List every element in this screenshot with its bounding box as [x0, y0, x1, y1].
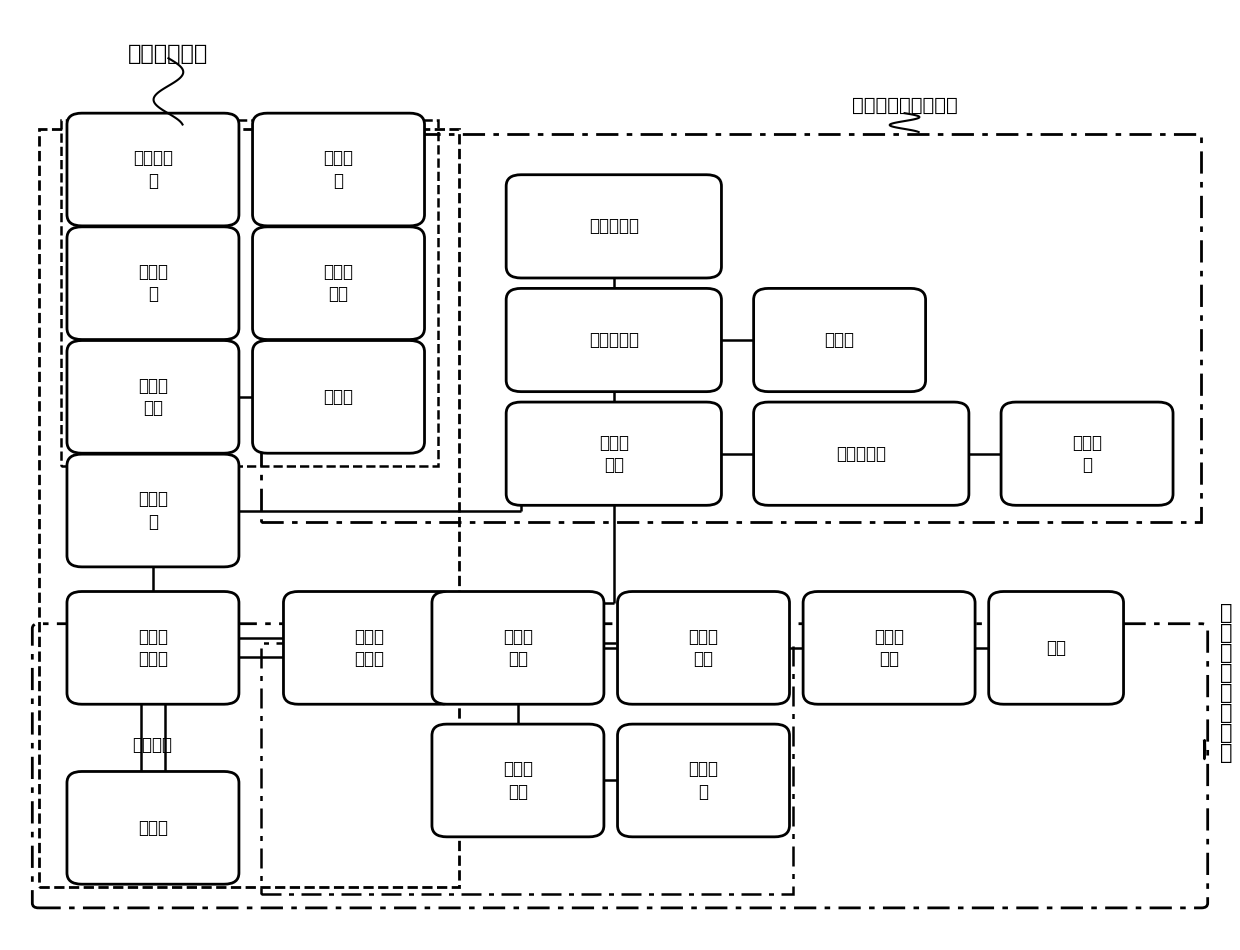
FancyBboxPatch shape: [253, 113, 424, 226]
FancyBboxPatch shape: [67, 592, 239, 704]
Text: 待测镜头: 待测镜头: [133, 736, 172, 754]
FancyBboxPatch shape: [618, 724, 790, 837]
Text: 第二分
束镜: 第二分 束镜: [138, 377, 167, 417]
FancyBboxPatch shape: [506, 402, 722, 505]
FancyBboxPatch shape: [253, 340, 424, 453]
FancyBboxPatch shape: [432, 724, 604, 837]
Text: 反射镜: 反射镜: [138, 819, 167, 837]
FancyBboxPatch shape: [988, 592, 1123, 704]
Text: 第二光
源: 第二光 源: [324, 149, 353, 190]
Text: 第二准
直镜: 第二准 直镜: [324, 263, 353, 303]
Text: 分划板: 分划板: [324, 388, 353, 406]
Text: 第一准
直镜: 第一准 直镜: [503, 760, 533, 801]
Text: 第一分
束镜: 第一分 束镜: [503, 628, 533, 668]
Text: 缩扩束
镜组: 缩扩束 镜组: [688, 628, 718, 668]
FancyBboxPatch shape: [432, 592, 604, 704]
FancyBboxPatch shape: [618, 592, 790, 704]
Text: 第二探测器: 第二探测器: [589, 218, 639, 236]
Text: 参考臂: 参考臂: [825, 331, 854, 349]
Bar: [38, 129, 459, 887]
Text: 微透镜
阵列: 微透镜 阵列: [874, 628, 904, 668]
FancyBboxPatch shape: [67, 454, 239, 567]
Text: 波
前
像
差
测
量
模
块: 波 前 像 差 测 量 模 块: [1220, 603, 1233, 764]
Text: 第三准
直镜: 第三准 直镜: [599, 433, 629, 474]
Text: 第一耦合器: 第一耦合器: [836, 445, 887, 463]
FancyBboxPatch shape: [253, 227, 424, 339]
FancyBboxPatch shape: [284, 592, 455, 704]
Text: 非接触间距测量模块: 非接触间距测量模块: [852, 96, 957, 115]
FancyBboxPatch shape: [67, 771, 239, 884]
Text: 第一探测
器: 第一探测 器: [133, 149, 172, 190]
FancyBboxPatch shape: [1001, 402, 1173, 505]
FancyBboxPatch shape: [506, 175, 722, 278]
FancyBboxPatch shape: [506, 289, 722, 391]
Text: 相机: 相机: [1047, 638, 1066, 656]
Text: 变焦镜
头: 变焦镜 头: [138, 490, 167, 531]
Text: 第二耦合器: 第二耦合器: [589, 331, 639, 349]
FancyBboxPatch shape: [67, 113, 239, 226]
FancyBboxPatch shape: [754, 402, 968, 505]
Text: 第二二
向色镜: 第二二 向色镜: [138, 628, 167, 668]
Text: 成像组
件: 成像组 件: [138, 263, 167, 303]
FancyBboxPatch shape: [754, 289, 925, 391]
Text: 第三光
源: 第三光 源: [1073, 433, 1102, 474]
FancyBboxPatch shape: [67, 227, 239, 339]
FancyBboxPatch shape: [804, 592, 975, 704]
FancyBboxPatch shape: [67, 340, 239, 453]
Bar: [262, 134, 1202, 522]
Bar: [262, 642, 794, 894]
Bar: [61, 120, 438, 466]
Text: 第一光
源: 第一光 源: [688, 760, 718, 801]
Text: 偏心测量模块: 偏心测量模块: [128, 44, 208, 64]
Text: 第一二
向色镜: 第一二 向色镜: [355, 628, 384, 668]
